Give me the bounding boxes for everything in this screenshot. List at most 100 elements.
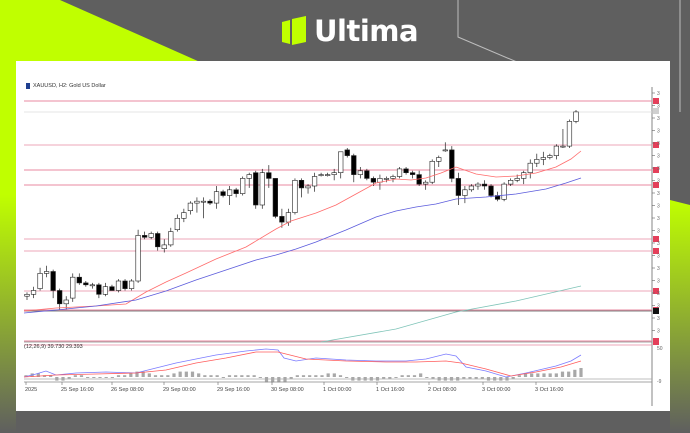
price-axis-label: 3 xyxy=(657,179,660,185)
bear-candle xyxy=(109,286,115,291)
bear-candle xyxy=(142,235,148,238)
price-axis-label: 3 xyxy=(657,104,660,110)
bull-candle xyxy=(527,162,533,173)
long-ma-line xyxy=(320,285,582,343)
bull-candle xyxy=(553,145,559,156)
macd-indicator-label: (12,26,9) 39.730 29.393 xyxy=(24,344,83,350)
price-chart[interactable]: 3 3 3 3 3 3 3 3 3 3 3 3 3 3 3 3 3 3 3 3 50 -9 2025 25 Sep 16:00… xyxy=(16,61,670,411)
price-axis-label: 3 xyxy=(657,166,660,172)
bear-candle xyxy=(410,172,416,175)
time-axis-label: 2025 xyxy=(25,387,37,393)
bull-candle xyxy=(475,183,481,187)
time-axis-label: 3 Oct 00:00 xyxy=(482,387,510,393)
price-axis-label: 3 xyxy=(657,316,660,322)
price-level-tag xyxy=(653,182,659,188)
bear-candle xyxy=(272,178,278,217)
macd-axis-top: 50 xyxy=(657,346,663,352)
bull-candle xyxy=(521,172,527,179)
chart-panel[interactable]: XAUUSD, H2: Gold US Dollar 3 3 3 3 3 3 3 3 3 3 3 3 3… xyxy=(16,61,670,411)
bear-candle xyxy=(403,168,409,174)
price-axis-label: 3 xyxy=(657,329,660,335)
bull-candle xyxy=(383,178,390,180)
time-axis-label: 30 Sep 08:00 xyxy=(271,387,304,393)
bull-candle xyxy=(305,185,311,189)
bull-candle xyxy=(573,111,579,122)
bull-candle xyxy=(560,145,566,148)
bear-candle xyxy=(233,189,239,194)
bull-candle xyxy=(30,290,37,295)
bull-candle xyxy=(63,299,69,305)
bull-candle xyxy=(213,191,220,204)
bear-candle xyxy=(344,149,350,156)
time-axis-label: 1 Oct 16:00 xyxy=(376,387,404,393)
ultima-logo-icon xyxy=(282,16,306,45)
bull-candle xyxy=(181,212,187,219)
bull-candle xyxy=(318,174,324,176)
bull-candle xyxy=(442,149,448,152)
bear-candle xyxy=(122,280,128,289)
bull-candle xyxy=(37,273,43,289)
price-axis-label: 3 xyxy=(657,116,660,122)
bear-candle xyxy=(57,290,63,305)
bear-candle xyxy=(76,276,82,284)
bull-candle xyxy=(357,170,363,175)
bull-candle xyxy=(200,200,207,203)
bull-candle xyxy=(390,176,396,179)
bull-candle xyxy=(462,189,468,196)
bull-candle xyxy=(514,178,520,181)
bear-candle xyxy=(298,180,305,189)
bear-candle xyxy=(279,216,285,223)
bear-candle xyxy=(83,282,89,286)
time-axis-label: 29 Sep 00:00 xyxy=(163,387,196,393)
price-level-tag xyxy=(653,236,659,242)
price-axis-label: 3 xyxy=(657,254,660,260)
bull-candle xyxy=(135,235,141,282)
chart-title: XAUUSD, H2: Gold US Dollar xyxy=(26,83,106,89)
time-axis-label: 26 Sep 08:00 xyxy=(111,387,144,393)
bull-candle xyxy=(325,174,331,176)
bull-candle xyxy=(187,202,193,212)
price-axis-label: 3 xyxy=(657,229,660,235)
price-axis-label: 3 xyxy=(657,129,660,135)
bull-candle xyxy=(331,172,337,175)
price-axis-label: 3 xyxy=(657,91,660,97)
bull-candle xyxy=(338,151,344,174)
price-axis-label: 3 xyxy=(657,154,660,160)
bear-candle xyxy=(253,172,259,206)
price-level-tag xyxy=(653,339,659,345)
price-axis-label: 3 xyxy=(657,279,660,285)
price-axis-label: 3 xyxy=(657,216,660,222)
bull-candle xyxy=(44,271,50,274)
bull-candle xyxy=(534,159,540,164)
bear-candle xyxy=(481,183,488,187)
bear-candle xyxy=(155,233,161,248)
bear-candle xyxy=(351,155,357,175)
slow-ma-line xyxy=(23,177,582,314)
bear-candle xyxy=(364,170,370,179)
price-level-tag xyxy=(653,98,659,104)
price-axis-label: 3 xyxy=(657,291,660,297)
price-axis-label: 3 xyxy=(657,191,660,197)
bull-candle xyxy=(259,172,265,206)
bull-candle xyxy=(468,185,475,191)
bull-candle xyxy=(436,157,442,162)
bull-candle xyxy=(292,180,298,213)
fast-ma-line xyxy=(23,150,582,312)
price-level-tag xyxy=(653,167,659,173)
time-axis-label: 1 Oct 00:00 xyxy=(323,387,351,393)
macd-signal-line xyxy=(23,351,582,378)
bull-candle xyxy=(168,231,174,246)
bear-candle xyxy=(370,178,376,183)
current-price-tag xyxy=(653,308,659,314)
brand-name: Ultima xyxy=(314,14,419,48)
bear-candle xyxy=(488,185,494,196)
bull-candle xyxy=(227,189,233,196)
bull-candle xyxy=(148,233,154,238)
bull-candle xyxy=(396,168,403,177)
time-axis-label: 2 Oct 08:00 xyxy=(428,387,456,393)
bull-candle xyxy=(311,176,318,187)
price-axis-label: 3 xyxy=(657,304,660,310)
bull-candle xyxy=(128,280,135,289)
bull-candle xyxy=(174,218,180,231)
